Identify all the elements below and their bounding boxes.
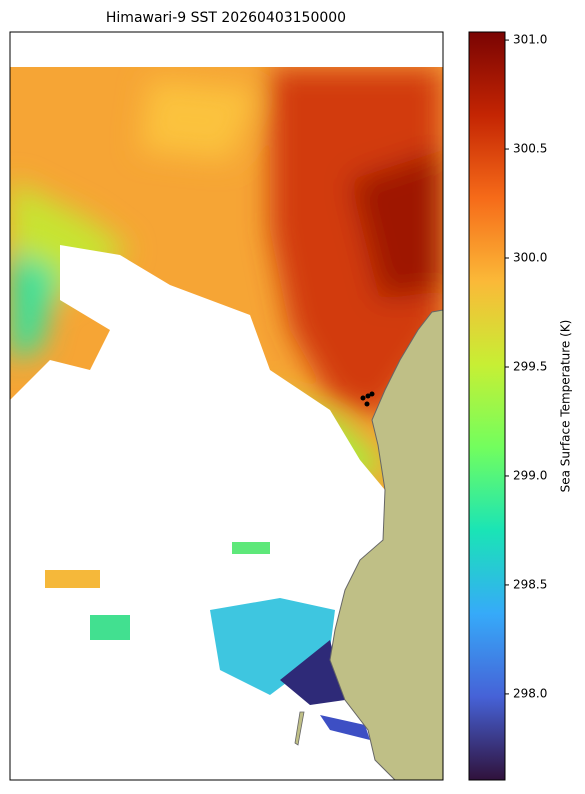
- land: [329, 309, 444, 781]
- sst-region: [45, 570, 100, 588]
- sst-region: [90, 615, 130, 640]
- sst-field: [10, 67, 443, 740]
- sst-region: [210, 598, 335, 695]
- map: [9, 31, 444, 781]
- sst-region: [320, 715, 370, 740]
- markers: [360, 391, 375, 407]
- colorbar-tick-label: 298.5: [513, 577, 547, 591]
- marker: [360, 395, 366, 401]
- island: [294, 711, 305, 746]
- sst-region: [232, 542, 270, 554]
- colorbar-tick-label: 299.0: [513, 468, 547, 482]
- colorbar-tick-label: 300.5: [513, 142, 547, 156]
- map-frame: [9, 31, 444, 781]
- colorbar-scale: [468, 31, 506, 781]
- colorbar: 298.0 298.5 299.0 299.5 300.0 300.5 301.0: [468, 31, 547, 781]
- marker: [364, 401, 370, 407]
- chart-title: Himawari-9 SST 20260403150000: [106, 10, 346, 26]
- sst-region: [280, 640, 345, 705]
- cloud-mask: [10, 245, 385, 650]
- marker: [365, 393, 371, 399]
- colorbar-tick-label: 298.0: [513, 686, 547, 700]
- colorbar-label: Sea Surface Temperature (K): [559, 320, 573, 493]
- marker: [369, 391, 375, 397]
- colorbar-tick-label: 300.0: [513, 251, 547, 265]
- colorbar-tick-label: 301.0: [513, 33, 547, 47]
- colorbar-tick-label: 299.5: [513, 359, 547, 373]
